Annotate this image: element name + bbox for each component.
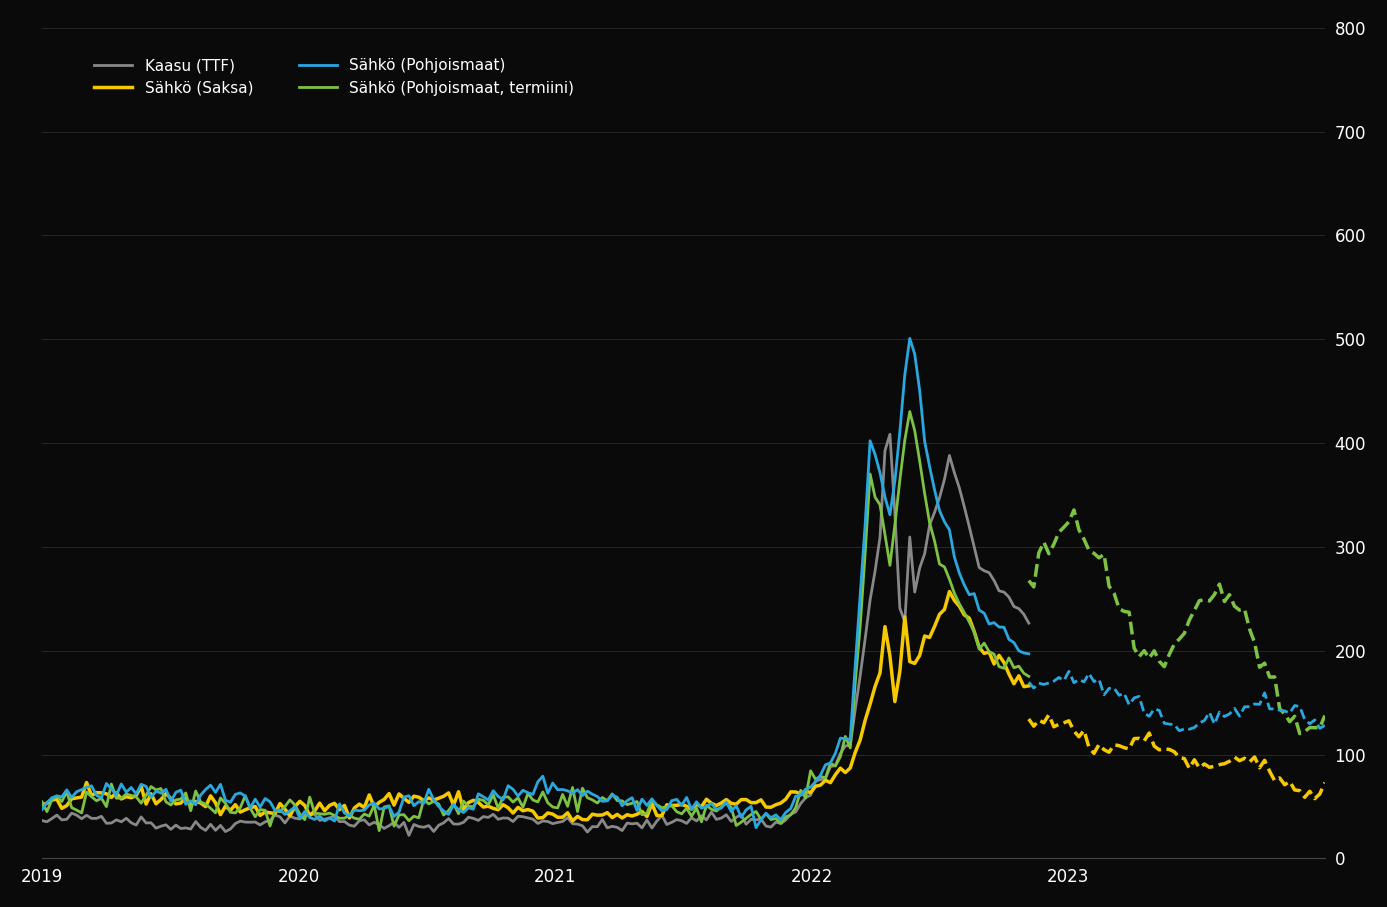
Legend: Kaasu (TTF), Sähkö (Saksa), Sähkö (Pohjoismaat), Sähkö (Pohjoismaat, termiini): Kaasu (TTF), Sähkö (Saksa), Sähkö (Pohjo… <box>89 52 581 102</box>
